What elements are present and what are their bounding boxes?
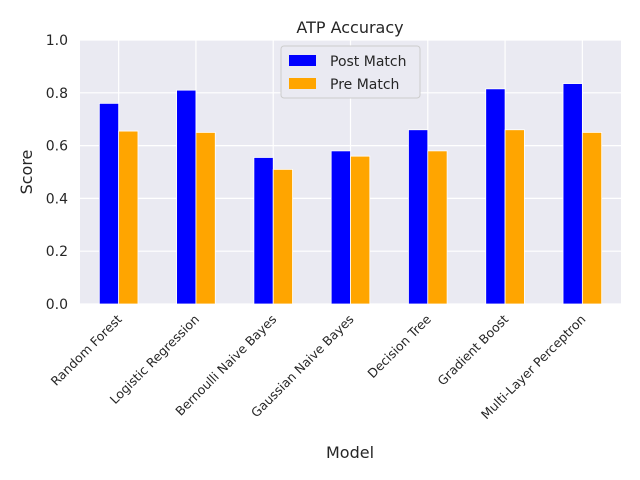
x-axis-label: Model: [326, 443, 374, 462]
bar-pre-match: [581, 131, 603, 305]
bar-pre-match: [427, 150, 448, 305]
legend-label-post-match: Post Match: [330, 54, 406, 70]
bar-post-match: [176, 89, 197, 305]
legend: Post Match Pre Match: [280, 45, 421, 99]
x-tick-label: Random Forest: [48, 311, 125, 388]
bar-pre-match: [350, 155, 371, 305]
x-tick-label: Gradient Boost: [434, 311, 511, 388]
bar-pre-match: [504, 129, 525, 305]
bar-post-match: [98, 102, 120, 305]
bar-post-match: [408, 129, 429, 305]
y-tick-label: 0.2: [46, 244, 68, 260]
chart-title: ATP Accuracy: [296, 18, 403, 37]
y-tick-label: 1.0: [46, 33, 68, 49]
bar-pre-match: [195, 131, 216, 305]
y-tick-label: 0.6: [46, 139, 68, 155]
y-axis-label: Score: [17, 150, 36, 195]
x-tick-label: Decision Tree: [364, 311, 434, 381]
legend-swatch-post-match: [289, 55, 316, 66]
bar-post-match: [253, 157, 274, 305]
legend-swatch-pre-match: [289, 78, 316, 89]
y-tick-label: 0.4: [46, 191, 68, 207]
legend-label-pre-match: Pre Match: [330, 77, 399, 93]
y-tick-labels: 0.0 0.2 0.4 0.6 0.8 1.0: [46, 33, 68, 313]
bars: [98, 83, 603, 305]
bar-post-match: [562, 83, 583, 305]
bar-pre-match: [272, 168, 293, 305]
bar-pre-match: [118, 130, 139, 305]
y-tick-label: 0.8: [46, 86, 68, 102]
bar-post-match: [330, 150, 351, 305]
bar-post-match: [485, 88, 506, 305]
y-tick-label: 0.0: [46, 297, 68, 313]
